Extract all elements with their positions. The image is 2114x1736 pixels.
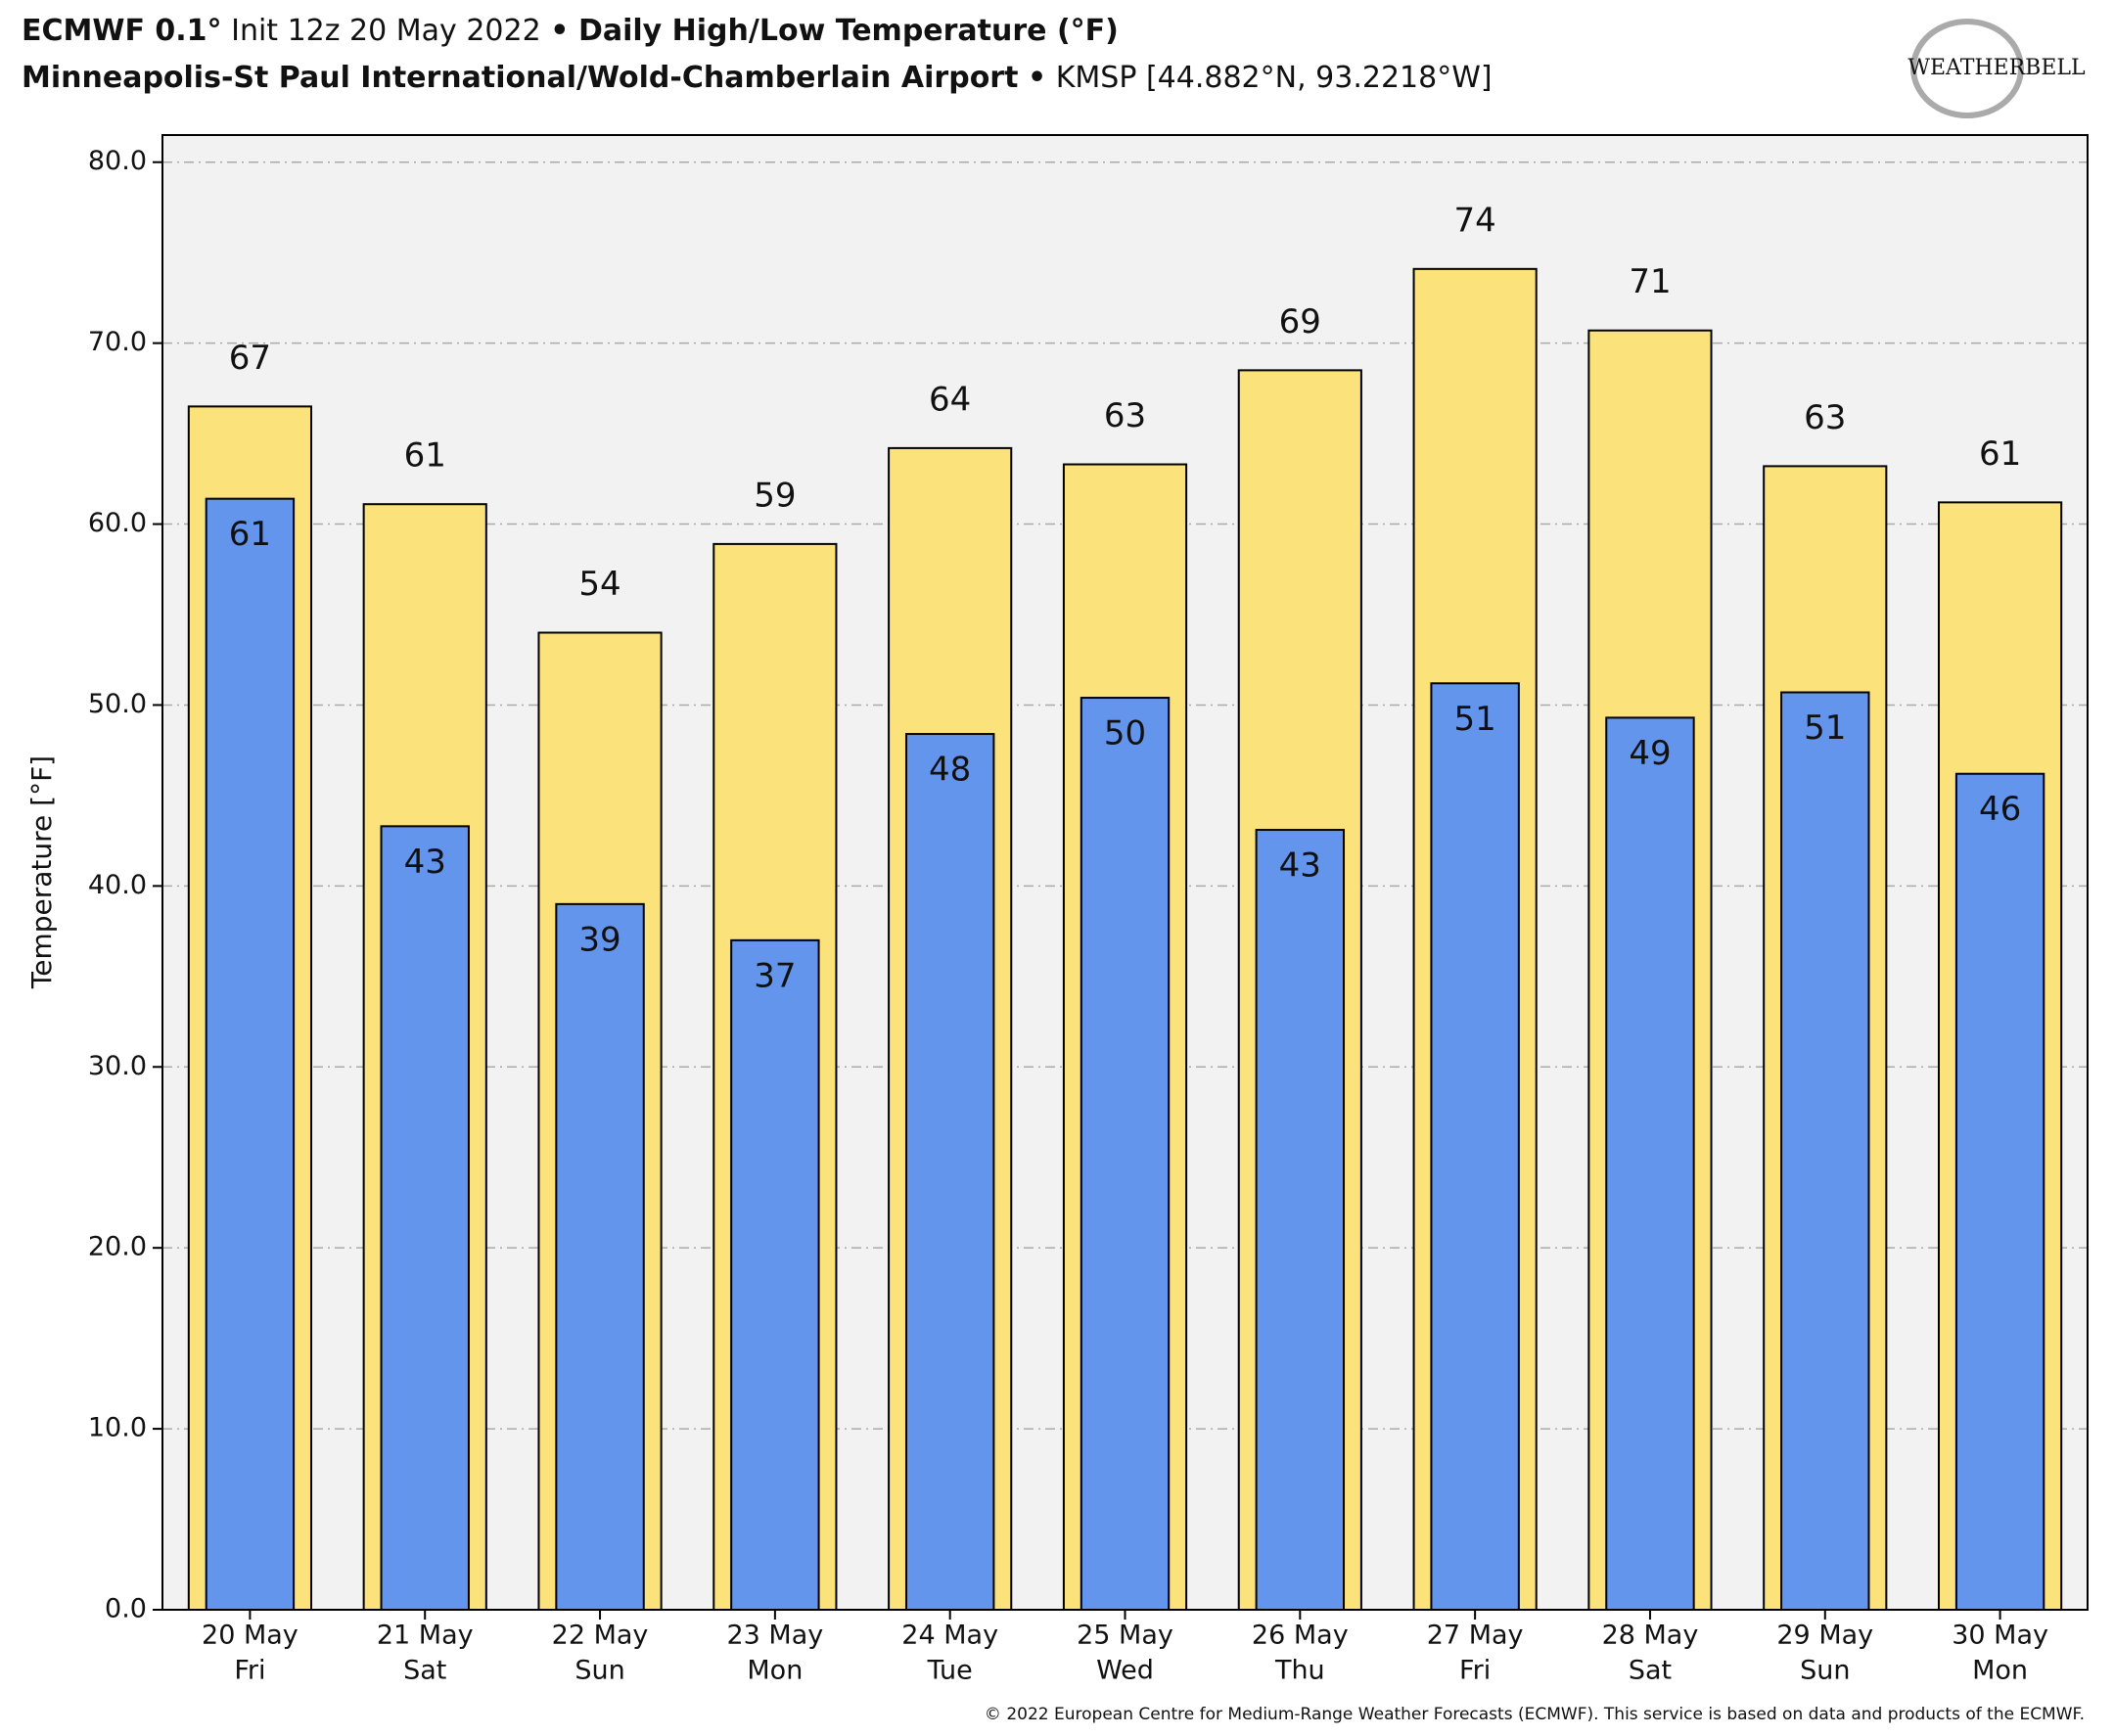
bar [1954, 772, 2045, 1611]
x-tick-label: Sat [1629, 1656, 1672, 1686]
bar [1780, 691, 1870, 1611]
bar [1080, 697, 1171, 1611]
y-tick-label: 50.0 [88, 689, 147, 719]
value-label: 71 [1629, 262, 1671, 301]
x-tick-label: Fri [234, 1656, 265, 1686]
value-label: 59 [754, 476, 796, 515]
value-label: 39 [578, 920, 620, 959]
value-label: 46 [1979, 790, 2021, 829]
x-tick-label: 27 May [1427, 1621, 1524, 1651]
station-name: Minneapolis-St Paul International/Wold-C… [22, 61, 1018, 95]
x-tick-label: Thu [1274, 1656, 1325, 1686]
value-label: 74 [1454, 201, 1496, 240]
separator: • [550, 14, 569, 48]
title-model: ECMWF 0.1° [22, 14, 222, 48]
y-tick-label: 20.0 [88, 1232, 147, 1262]
value-label: 69 [1279, 302, 1321, 342]
value-label: 48 [929, 751, 971, 790]
value-label: 43 [1279, 846, 1321, 886]
x-tick-label: 20 May [202, 1621, 299, 1651]
bar [1430, 682, 1520, 1611]
y-tick-label: 40.0 [88, 870, 147, 900]
x-tick-label: 28 May [1602, 1621, 1699, 1651]
x-tick-label: 26 May [1252, 1621, 1349, 1651]
value-label: 64 [929, 380, 971, 419]
value-label: 61 [229, 515, 271, 554]
x-tick-label: Tue [927, 1656, 973, 1686]
bar [205, 497, 296, 1611]
value-label: 61 [1979, 434, 2021, 474]
x-tick-label: Sun [1800, 1656, 1850, 1686]
value-label: 51 [1454, 700, 1496, 739]
y-tick-label: 60.0 [88, 508, 147, 538]
plot-frame [161, 134, 2089, 1611]
value-label: 37 [754, 956, 796, 995]
value-label: 67 [229, 339, 271, 378]
title-init: Init 12z 20 May 2022 [231, 14, 541, 48]
bar [904, 733, 995, 1611]
bar [1605, 716, 1695, 1611]
value-label: 43 [404, 843, 446, 882]
footer: © 2022 European Centre for Medium-Range … [985, 1705, 2085, 1724]
x-tick-label: 25 May [1077, 1621, 1173, 1651]
y-tick-label: 30.0 [88, 1051, 147, 1081]
bar [555, 902, 645, 1611]
value-label: 54 [578, 565, 620, 604]
x-tick-label: 29 May [1776, 1621, 1873, 1651]
x-tick-label: 24 May [901, 1621, 998, 1651]
title-main: Daily High/Low Temperature (°F) [578, 14, 1119, 48]
value-label: 50 [1104, 714, 1146, 754]
value-label: 63 [1804, 398, 1846, 437]
station-info: KMSP [44.882°N, 93.2218°W] [1056, 61, 1493, 95]
y-tick-label: 10.0 [88, 1413, 147, 1443]
plot: 0.0 10.0 20.0 30.0 40.0 50.0 60.0 70.0 80.0 67 61 5… [88, 146, 2088, 1686]
title: ECMWF 0.1° Init 12z 20 May 2022 • Daily … [22, 14, 1119, 48]
x-tick-label: 22 May [552, 1621, 649, 1651]
bar [730, 938, 820, 1611]
bar [380, 825, 470, 1611]
subtitle: Minneapolis-St Paul International/Wold-C… [22, 61, 1493, 95]
y-tick-label: 0.0 [105, 1594, 147, 1624]
x-tick-label: Wed [1096, 1656, 1154, 1686]
y-tick-label: 80.0 [88, 146, 147, 176]
logo-swirl [1910, 19, 2024, 118]
x-tick-label: 30 May [1952, 1621, 2048, 1651]
logo: WEATHERBELL [1907, 56, 2086, 80]
value-label: 49 [1629, 734, 1671, 773]
x-tick-label: Sat [403, 1656, 446, 1686]
x-tick-label: Mon [1972, 1656, 2028, 1686]
y-axis-label: Temperature [°F] [25, 755, 58, 989]
x-tick-label: 23 May [726, 1621, 823, 1651]
value-label: 51 [1804, 708, 1846, 748]
bar [1255, 829, 1346, 1611]
y-tick-label: 70.0 [88, 327, 147, 357]
x-tick-label: Fri [1459, 1656, 1491, 1686]
value-label: 61 [404, 436, 446, 476]
value-label: 63 [1104, 396, 1146, 435]
x-tick-label: Mon [747, 1656, 803, 1686]
separator: • [1028, 61, 1046, 95]
x-tick-label: Sun [574, 1656, 624, 1686]
x-tick-label: 21 May [377, 1621, 474, 1651]
